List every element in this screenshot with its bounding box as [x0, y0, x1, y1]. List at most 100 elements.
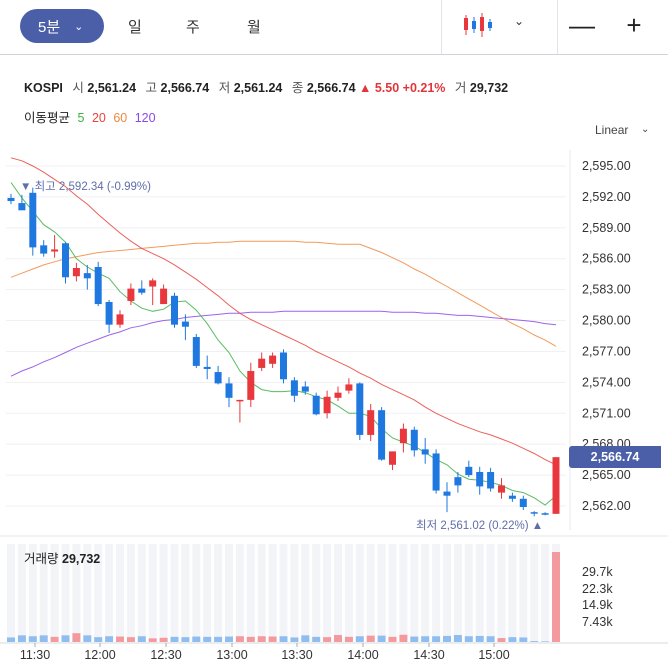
candle-body [62, 243, 69, 278]
volume-bar [443, 635, 451, 642]
volume-bar [377, 635, 386, 642]
tab-weekly[interactable]: 주 [186, 19, 200, 36]
volume-bg-column [464, 544, 473, 642]
chart-type-chevron-icon[interactable]: ⌄ [514, 14, 525, 28]
candle-body [378, 410, 386, 460]
volume-bg-column [61, 544, 70, 642]
volume-bar [225, 636, 233, 642]
candle-body [290, 380, 298, 396]
volume-bar [301, 635, 310, 642]
volume-bg-column [312, 544, 321, 642]
scale-chevron-icon[interactable]: ⌄ [641, 124, 650, 135]
volume-bar [290, 637, 299, 642]
y-tick-label: 2,562.00 [582, 499, 631, 513]
volume-bar [257, 636, 266, 642]
candle-body [138, 288, 146, 293]
y-tick-label: 2,595.00 [582, 159, 631, 173]
interval-dropdown-button[interactable]: 5분 ⌄ [20, 9, 104, 43]
candle-body [72, 268, 80, 277]
volume-bar [246, 636, 255, 642]
volume-bar [399, 634, 408, 642]
volume-bg-column [225, 544, 233, 642]
volume-bar [39, 635, 48, 642]
volume-bg-column [235, 544, 244, 642]
volume-bar [475, 635, 484, 642]
volume-bg-column [453, 544, 462, 642]
volume-bg-column [83, 544, 92, 642]
volume-bg-column [344, 544, 353, 642]
volume-bg-column [475, 544, 484, 642]
candle-body [269, 355, 277, 364]
low-value: 2,561.24 [233, 81, 283, 95]
candle-body [192, 337, 200, 366]
zoom-in-button[interactable]: + [626, 10, 642, 40]
volume-bg-column [355, 544, 364, 642]
candle-body [421, 449, 429, 455]
close-value: 2,566.74 [306, 81, 356, 95]
volume-bg-column [323, 544, 332, 642]
candle-body [399, 428, 407, 444]
volume-bg-column [7, 544, 15, 642]
candle-body [171, 295, 178, 325]
volume-bar [28, 636, 37, 642]
candle-body [432, 453, 440, 491]
candle-body [323, 396, 331, 414]
volume-bar [17, 635, 26, 642]
volume-bar [355, 636, 364, 642]
volume-bar [137, 636, 146, 642]
volume-value: 29,732 [469, 81, 509, 95]
candlestick-icon[interactable] [463, 13, 493, 37]
low-label: 저 [218, 81, 231, 95]
volume-bar [541, 641, 550, 642]
x-tick-label: 14:30 [413, 648, 444, 662]
volume-bg-column [192, 544, 201, 642]
y-tick-label: 2,586.00 [582, 252, 631, 266]
volume-bar [181, 637, 190, 642]
volume-bg-column [388, 544, 397, 642]
low-annotation: 최저 2,561.02 (0.22%) ▲ [416, 519, 543, 532]
moving-average-label: 이동평균 [24, 111, 71, 125]
volume-bg-column [39, 544, 48, 642]
volume-panel-value: 29,732 [62, 552, 101, 566]
ma60-line [10, 240, 557, 347]
volume-bg-column [290, 544, 299, 642]
volume-label: 거 [454, 81, 467, 95]
candle-body [389, 451, 396, 465]
volume-bar [464, 636, 473, 642]
volume-bar [486, 636, 495, 642]
candle-body [508, 495, 516, 499]
volume-bar [50, 636, 59, 642]
volume-bg-column [246, 544, 255, 642]
volume-bar [530, 641, 539, 642]
volume-bar [105, 636, 114, 642]
volume-bar [94, 637, 103, 642]
volume-bar [170, 636, 179, 642]
volume-bar [421, 636, 430, 642]
candle-body [356, 383, 364, 435]
candle-body [498, 485, 505, 493]
volume-bar [334, 635, 342, 642]
candle-body [487, 472, 495, 489]
volume-bg-column [17, 544, 26, 642]
candle-body [40, 245, 48, 254]
volume-bg-column [257, 544, 266, 642]
scale-dropdown[interactable]: Linear [595, 123, 629, 137]
x-tick-label: 13:30 [281, 648, 312, 662]
volume-bg-column [28, 544, 37, 642]
tab-daily[interactable]: 일 [128, 19, 142, 36]
y-tick-label: 2,574.00 [582, 375, 631, 389]
volume-bg-column [399, 544, 408, 642]
volume-bar [235, 636, 244, 642]
volume-bar [344, 636, 353, 642]
tab-monthly[interactable]: 월 [247, 19, 261, 36]
candle-body [236, 399, 244, 402]
moving-average-legend[interactable]: 이동평균 5 20 60 120 [24, 107, 160, 126]
toolbar-divider [441, 0, 442, 54]
volume-bar [453, 635, 462, 642]
open-value: 2,561.24 [87, 81, 137, 95]
zoom-out-button[interactable]: — [569, 10, 595, 40]
ma-period-120: 120 [134, 111, 156, 125]
volume-tick-label: 14.9k [582, 598, 613, 612]
volume-bar [388, 636, 397, 642]
